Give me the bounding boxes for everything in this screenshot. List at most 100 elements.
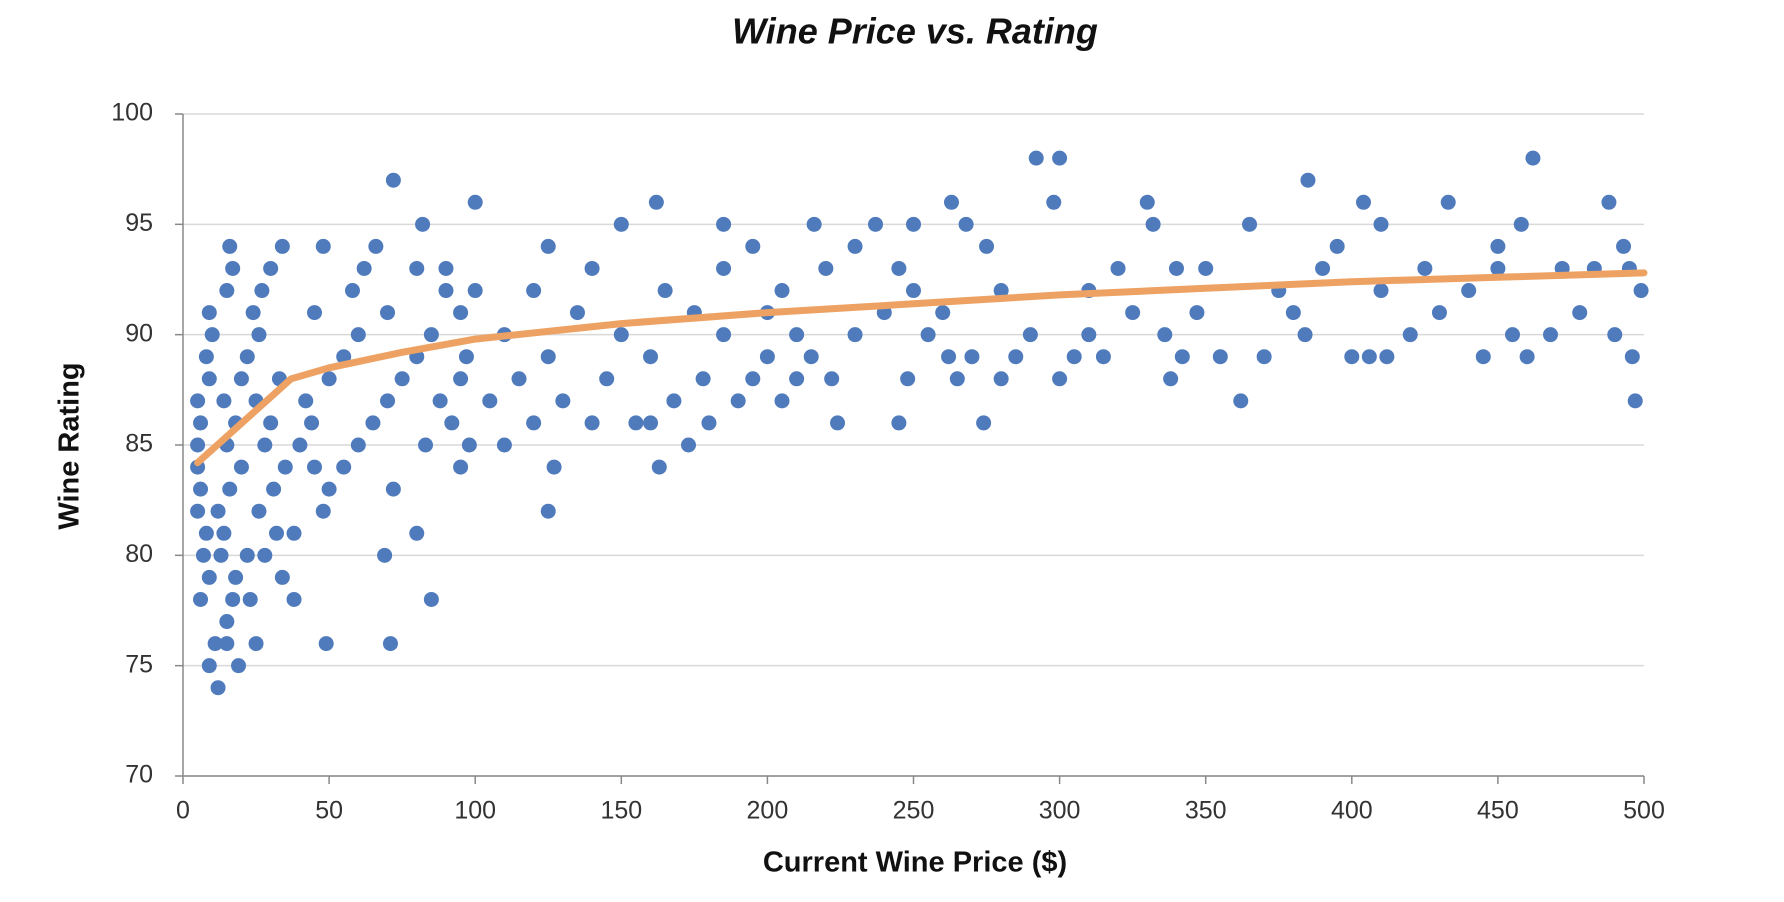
scatter-point: [193, 591, 209, 607]
scatter-point: [716, 216, 732, 232]
scatter-point: [964, 349, 980, 365]
scatter-point: [1440, 194, 1456, 210]
scatter-point: [315, 503, 331, 519]
scatter-point: [219, 283, 235, 299]
scatter-point: [306, 459, 322, 475]
scatter-point: [806, 216, 822, 232]
scatter-point: [193, 481, 209, 497]
scatter-point: [415, 216, 431, 232]
scatter-point: [1052, 371, 1068, 387]
scatter-point: [1505, 327, 1521, 343]
scatter-point: [467, 194, 483, 210]
scatter-point: [1329, 238, 1345, 254]
scatter-point: [949, 371, 965, 387]
scatter-point: [1373, 216, 1389, 232]
scatter-point: [1198, 260, 1214, 276]
scatter-point: [377, 547, 393, 563]
scatter-point: [745, 238, 761, 254]
scatter-point: [251, 327, 267, 343]
scatter-point: [830, 415, 846, 431]
scatter-point: [789, 327, 805, 343]
scatter-point: [1344, 349, 1360, 365]
scatter-point: [803, 349, 819, 365]
scatter-point: [233, 371, 249, 387]
scatter-point: [350, 437, 366, 453]
scatter-point: [511, 371, 527, 387]
scatter-point: [438, 283, 454, 299]
scatter-point: [1616, 238, 1632, 254]
scatter-point: [1285, 305, 1301, 321]
x-tick-label: 0: [176, 797, 190, 825]
scatter-point: [274, 569, 290, 585]
scatter-point: [613, 327, 629, 343]
scatter-point: [394, 371, 410, 387]
scatter-point: [207, 636, 223, 652]
scatter-point: [453, 371, 469, 387]
scatter-point: [993, 371, 1009, 387]
scatter-point: [569, 305, 585, 321]
scatter-point: [257, 547, 273, 563]
scatter-point: [195, 547, 211, 563]
scatter-point: [643, 349, 659, 365]
scatter-point: [1627, 393, 1643, 409]
scatter-point: [1157, 327, 1173, 343]
scatter-point: [824, 371, 840, 387]
scatter-point: [225, 591, 241, 607]
scatter-point: [482, 393, 498, 409]
scatter-point: [438, 260, 454, 276]
scatter-point: [613, 216, 629, 232]
scatter-point: [1490, 260, 1506, 276]
scatter-point: [210, 503, 226, 519]
scatter-point: [847, 238, 863, 254]
scatter-point: [1542, 327, 1558, 343]
chart-title: Wine Price vs. Rating: [732, 11, 1098, 52]
x-tick-label: 300: [1039, 797, 1081, 825]
y-axis-title: Wine Rating: [54, 362, 86, 529]
scatter-point: [190, 437, 206, 453]
scatter-point: [546, 459, 562, 475]
scatter-point: [993, 283, 1009, 299]
scatter-point: [681, 437, 697, 453]
scatter-point: [239, 547, 255, 563]
scatter-point: [239, 349, 255, 365]
scatter-point: [385, 172, 401, 188]
scatter-point: [222, 481, 238, 497]
x-tick-label: 400: [1331, 797, 1373, 825]
scatter-point: [1256, 349, 1272, 365]
scatter-point: [453, 459, 469, 475]
scatter-point: [958, 216, 974, 232]
trend-line: [194, 269, 1648, 467]
scatter-point: [193, 415, 209, 431]
scatter-point: [900, 371, 916, 387]
scatter-point: [277, 459, 293, 475]
scatter-point: [628, 415, 644, 431]
scatter-point: [774, 283, 790, 299]
x-tick-label: 200: [747, 797, 789, 825]
scatter-point: [453, 305, 469, 321]
scatter-point: [1028, 150, 1044, 166]
scatter-point: [1297, 327, 1313, 343]
scatter-point: [368, 238, 384, 254]
scatter-point: [651, 459, 667, 475]
scatter-point: [382, 636, 398, 652]
scatter-point: [344, 283, 360, 299]
y-tick-label: 85: [125, 430, 153, 458]
scatter-point: [906, 283, 921, 299]
scatter-point: [216, 525, 232, 541]
scatter-point: [1355, 194, 1371, 210]
scatter-point: [409, 525, 425, 541]
scatter-point: [1513, 216, 1529, 232]
scatter-point: [274, 238, 290, 254]
scatter-point: [198, 349, 214, 365]
scatter-point: [380, 305, 396, 321]
scatter-point: [695, 371, 711, 387]
scatter-point: [216, 393, 232, 409]
scatter-point: [1417, 260, 1433, 276]
scatter-point: [380, 393, 396, 409]
scatter-point: [979, 238, 995, 254]
scatter-point: [1361, 349, 1377, 365]
scatter-point: [321, 481, 337, 497]
scatter-point: [233, 459, 249, 475]
scatter-point: [868, 216, 884, 232]
scatter-point: [210, 680, 226, 696]
